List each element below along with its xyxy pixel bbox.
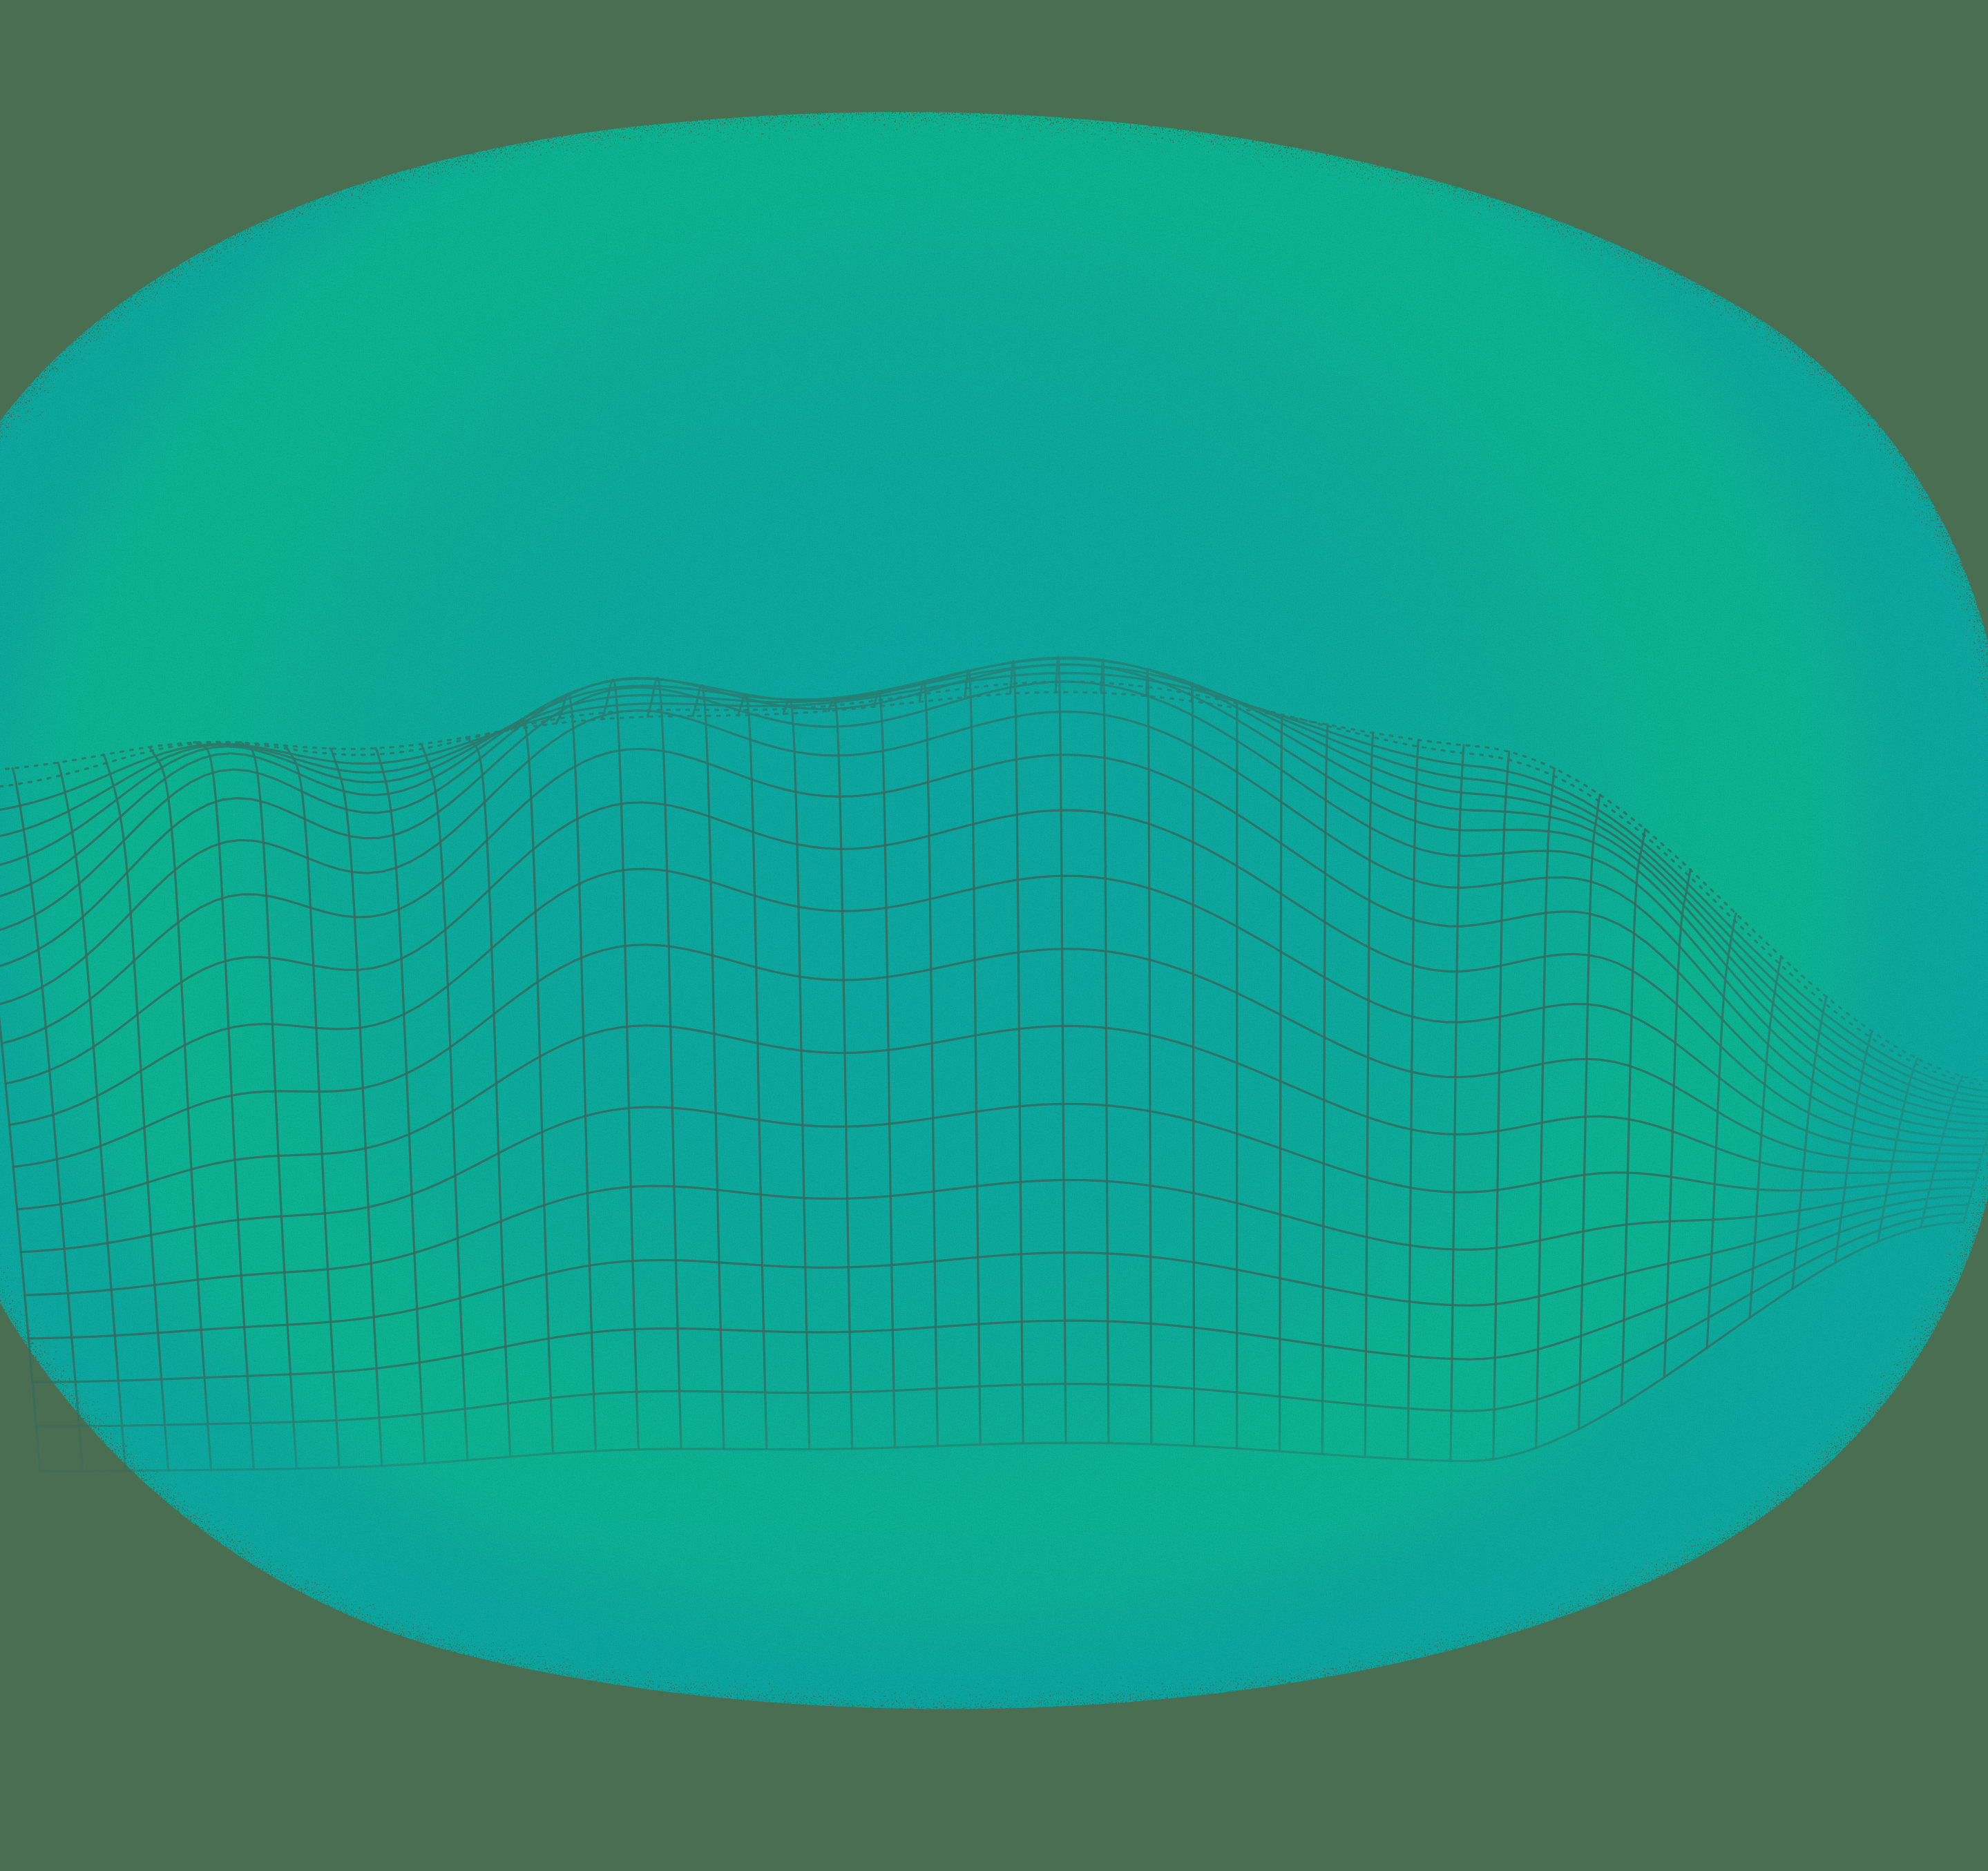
mesh-line (31, 1203, 1969, 1383)
mesh-line (1145, 668, 1153, 1446)
mesh-line (1834, 1030, 1873, 1264)
mesh-line (1620, 828, 1647, 1406)
mesh-line (11, 767, 84, 1472)
mesh-line (0, 691, 1988, 1083)
mesh-line (238, 740, 298, 1470)
mesh-line (873, 690, 897, 1449)
mesh-line (828, 696, 854, 1450)
mesh-line (1364, 731, 1375, 1459)
mesh-line (737, 693, 768, 1450)
wireframe-terrain-mesh (0, 655, 1988, 1472)
mesh-line (555, 692, 597, 1452)
mesh-line (12, 943, 1981, 1168)
mesh-line (4, 801, 1986, 1148)
mesh-line (419, 742, 469, 1461)
mesh-line (1190, 683, 1196, 1448)
mesh-line (0, 656, 1988, 1111)
mesh-line (1054, 655, 1067, 1444)
mesh-line (1535, 767, 1556, 1450)
mesh-line (1321, 723, 1329, 1456)
mesh-line (374, 747, 426, 1465)
mesh-line (0, 680, 1988, 1125)
mesh-line (691, 684, 725, 1450)
mesh-line (646, 677, 682, 1450)
mesh-line (39, 1221, 1965, 1472)
mesh-line (0, 663, 1988, 1098)
mesh-line (35, 1212, 1967, 1428)
mesh-line (1492, 750, 1511, 1461)
mesh-line (0, 680, 1988, 1087)
mesh-line (27, 1195, 1972, 1340)
mesh-line (0, 663, 1988, 1118)
mesh-line (465, 736, 512, 1458)
mesh-line (1009, 660, 1024, 1445)
mesh-line (1278, 713, 1284, 1452)
mesh-line (1705, 912, 1737, 1350)
mesh-line (57, 761, 127, 1472)
mesh-line (1962, 1131, 1988, 1224)
mesh-line (510, 718, 555, 1455)
mesh-line (1100, 657, 1110, 1445)
mesh-line (1663, 869, 1692, 1379)
mesh-line (1748, 955, 1783, 1319)
mesh-line (1578, 794, 1601, 1430)
mesh-line (329, 747, 383, 1467)
mesh-line (0, 709, 1988, 1133)
mesh-line (1449, 744, 1465, 1462)
mesh-line (1920, 1075, 1964, 1229)
mesh-line (102, 754, 170, 1472)
mesh-line (1791, 995, 1828, 1290)
mesh-line (964, 669, 982, 1446)
mesh-line (782, 698, 811, 1450)
mesh-line (918, 680, 939, 1448)
mesh-line (1406, 738, 1420, 1461)
mesh-line (147, 746, 213, 1471)
mesh-line (1877, 1057, 1919, 1243)
mesh-line (16, 1024, 1979, 1211)
mesh-line (193, 740, 255, 1471)
mesh-line (0, 671, 1988, 1093)
mesh-line (601, 678, 640, 1451)
mesh-line (283, 744, 341, 1469)
mesh-line (23, 1178, 1974, 1296)
mesh-line (8, 867, 1984, 1155)
mesh-line (19, 1102, 1977, 1254)
mesh-line (0, 747, 1988, 1140)
mesh-line (0, 1015, 41, 1472)
